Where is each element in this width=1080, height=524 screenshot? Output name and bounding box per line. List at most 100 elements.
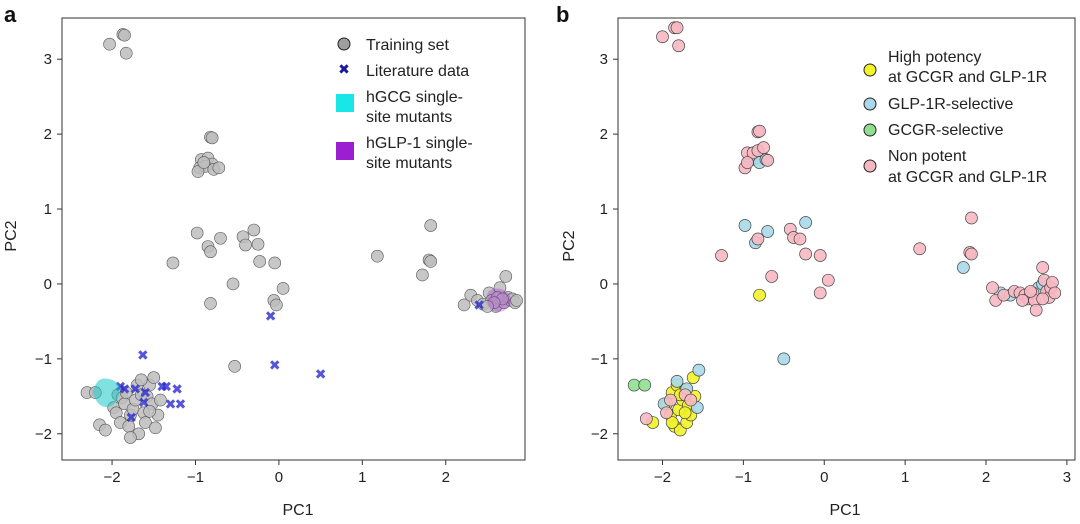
panel-b-legend: High potency at GCGR and GLP-1R GLP-1R-s… [863, 49, 1047, 186]
point-training-set [119, 386, 133, 399]
y-tick-label: 0 [600, 276, 608, 293]
point-high-potency-at-gcgr-and-glp-1r [753, 288, 766, 302]
y-tick-label: 3 [600, 51, 608, 68]
panel-a-axes: −2 −1 0 1 2 −2 −1 0 1 2 3 [35, 17, 526, 486]
legend-literature-marker: ✖ [338, 62, 350, 78]
panel-a-points: ✖✖✖✖✖✖✖ ✖✖✖✖✖✖✖✖✖ [80, 28, 523, 444]
point-training-set [154, 393, 167, 407]
point-training-set [143, 405, 156, 418]
legend-hgcg-label-line2: site mutants [366, 109, 452, 126]
panel-a-hgcg-mutants-cloud [93, 378, 120, 408]
legend-hglp-label-line1: hGLP-1 single- [366, 135, 473, 152]
point-literature-data: ✖ [160, 380, 172, 396]
panel-a-label: a [4, 2, 17, 27]
legend-hgcg-marker [336, 94, 354, 112]
y-tick-label: −2 [591, 426, 608, 443]
panel-b-xlabel: PC1 [829, 502, 860, 519]
x-tick-label: 0 [820, 469, 828, 486]
legend-glp1r-selective-marker [863, 97, 877, 111]
point-non-potent-at-gcgr-and-glp-1r [765, 270, 779, 283]
x-tick-label: 2 [982, 469, 990, 486]
point-literature-data: ✖ [156, 380, 168, 396]
point-literature-data: ✖ [138, 395, 150, 411]
point-non-potent-at-gcgr-and-glp-1r [1036, 261, 1049, 274]
point-training-set [499, 270, 513, 283]
point-training-set [226, 277, 240, 291]
point-training-set [212, 161, 226, 175]
point-training-set [268, 256, 282, 270]
point-non-potent-at-gcgr-and-glp-1r [751, 232, 765, 246]
point-literature-data: ✖ [315, 367, 327, 383]
point-training-set [124, 431, 137, 444]
point-training-set [270, 298, 283, 312]
point-training-set [247, 223, 261, 237]
point-non-potent-at-gcgr-and-glp-1r [813, 286, 827, 300]
point-glp-1r-selective [777, 352, 791, 366]
point-training-set [149, 421, 162, 435]
point-non-potent-at-gcgr-and-glp-1r [656, 30, 669, 44]
point-non-potent-at-gcgr-and-glp-1r [684, 393, 698, 407]
legend-hglp-label-line2: site mutants [366, 155, 452, 172]
point-non-potent-at-gcgr-and-glp-1r [793, 232, 807, 246]
panel-a-xlabel: PC1 [282, 502, 313, 519]
point-glp-1r-selective [761, 225, 774, 238]
point-literature-data: ✖ [140, 386, 152, 402]
point-glp-1r-selective [670, 374, 684, 388]
x-tick-label: 1 [358, 469, 366, 486]
legend-non-potent-marker [863, 159, 877, 173]
y-tick-label: 1 [44, 201, 52, 218]
y-tick-label: 0 [44, 276, 52, 293]
panel-b-label: b [556, 2, 569, 27]
point-high-potency-at-gcgr-and-glp-1r [678, 406, 692, 420]
legend-gcgr-selective-label: GCGR-selective [888, 122, 1004, 139]
point-training-set [239, 238, 252, 252]
x-tick-label: −2 [103, 469, 120, 486]
point-literature-data: ✖ [137, 348, 149, 364]
point-literature-data: ✖ [125, 410, 137, 426]
point-training-set [197, 156, 211, 169]
plot-frame [617, 17, 1076, 461]
point-training-set [416, 268, 429, 282]
point-training-set [118, 28, 131, 42]
point-training-set [147, 371, 161, 384]
point-training-set [424, 255, 438, 268]
point-training-set [166, 256, 180, 270]
point-non-potent-at-gcgr-and-glp-1r [1016, 294, 1029, 307]
legend-literature-label: Literature data [366, 63, 469, 80]
panel-b-points [627, 21, 1062, 437]
point-literature-data: ✖ [115, 380, 127, 396]
point-training-set [103, 37, 116, 51]
legend-hgcg-label-line1: hGCG single- [366, 89, 463, 106]
legend-training-label: Training set [366, 37, 450, 54]
legend-non-potent-line1: Non potent [888, 148, 967, 165]
point-non-potent-at-gcgr-and-glp-1r [1046, 276, 1059, 289]
point-training-set [510, 294, 523, 307]
y-tick-label: 2 [600, 126, 608, 143]
legend-high-potency-line1: High potency [888, 49, 981, 66]
x-tick-label: 0 [275, 469, 283, 486]
point-literature-data: ✖ [171, 382, 183, 398]
panel-a-hglp-mutants-cloud [486, 288, 512, 312]
legend-high-potency-line2: at GCGR and GLP-1R [888, 69, 1047, 86]
point-training-set [253, 255, 267, 268]
x-tick-label: 3 [1063, 469, 1071, 486]
legend-hglp-marker [336, 142, 354, 160]
point-non-potent-at-gcgr-and-glp-1r [672, 39, 686, 53]
point-non-potent-at-gcgr-and-glp-1r [757, 141, 770, 154]
y-tick-label: −1 [35, 351, 52, 368]
point-non-potent-at-gcgr-and-glp-1r [1048, 286, 1062, 300]
point-high-potency-at-gcgr-and-glp-1r [665, 416, 679, 429]
point-literature-data: ✖ [130, 382, 142, 398]
y-tick-label: 1 [600, 201, 608, 218]
legend-non-potent-line2: at GCGR and GLP-1R [888, 169, 1047, 186]
point-non-potent-at-gcgr-and-glp-1r [1036, 292, 1049, 306]
point-training-set [481, 300, 494, 313]
point-non-potent-at-gcgr-and-glp-1r [965, 211, 978, 225]
point-training-set [214, 231, 227, 245]
panel-b: b −2 −1 0 1 2 3 −2 −1 0 1 2 3 PC1 PC2 High potency … [556, 2, 1076, 519]
point-non-potent-at-gcgr-and-glp-1r [821, 273, 835, 287]
panel-a-ylabel: PC2 [3, 220, 20, 251]
point-training-set [457, 298, 471, 312]
point-training-set [424, 219, 438, 232]
